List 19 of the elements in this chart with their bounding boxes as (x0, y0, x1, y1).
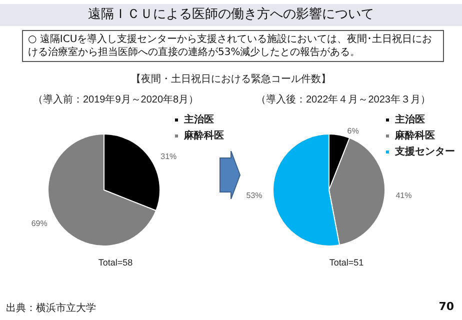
chart-title: 遠隔ＩＣＵによる医師の働き方への影響について (0, 4, 462, 26)
legend-label: 主治医 (183, 114, 214, 126)
legend-label: 主治医 (394, 114, 425, 126)
source-note: 出典：横浜市立大学 (6, 302, 96, 315)
data-label: 31% (160, 152, 177, 161)
chart-subtitle: （導入前：2019年9月～2020年8月） (33, 94, 199, 106)
data-label: 6% (347, 126, 359, 136)
data-label: 69% (31, 219, 48, 228)
data-label: 41% (396, 191, 412, 200)
legend-label: 麻酔科医 (183, 130, 224, 142)
legend-label: 支援センター (394, 146, 455, 158)
text: 70 (438, 300, 454, 313)
text: ○ 遠隔ICUを導入し支援センターから支援されている施設においては、夜間･土日祝日における治療室から担当医師への直接の連絡が53%減少したとの報告がある。 (22, 30, 444, 62)
legend-label: 麻酔科医 (394, 130, 435, 142)
chart-subtitle: （導入後：2022年４月～2023年３月） (256, 94, 430, 106)
text: Total=51 (329, 258, 364, 268)
data-label: 53% (246, 191, 262, 200)
text: 【夜間・土日祝日における緊急コール件数】 (130, 72, 332, 86)
text: Total=58 (98, 258, 133, 268)
